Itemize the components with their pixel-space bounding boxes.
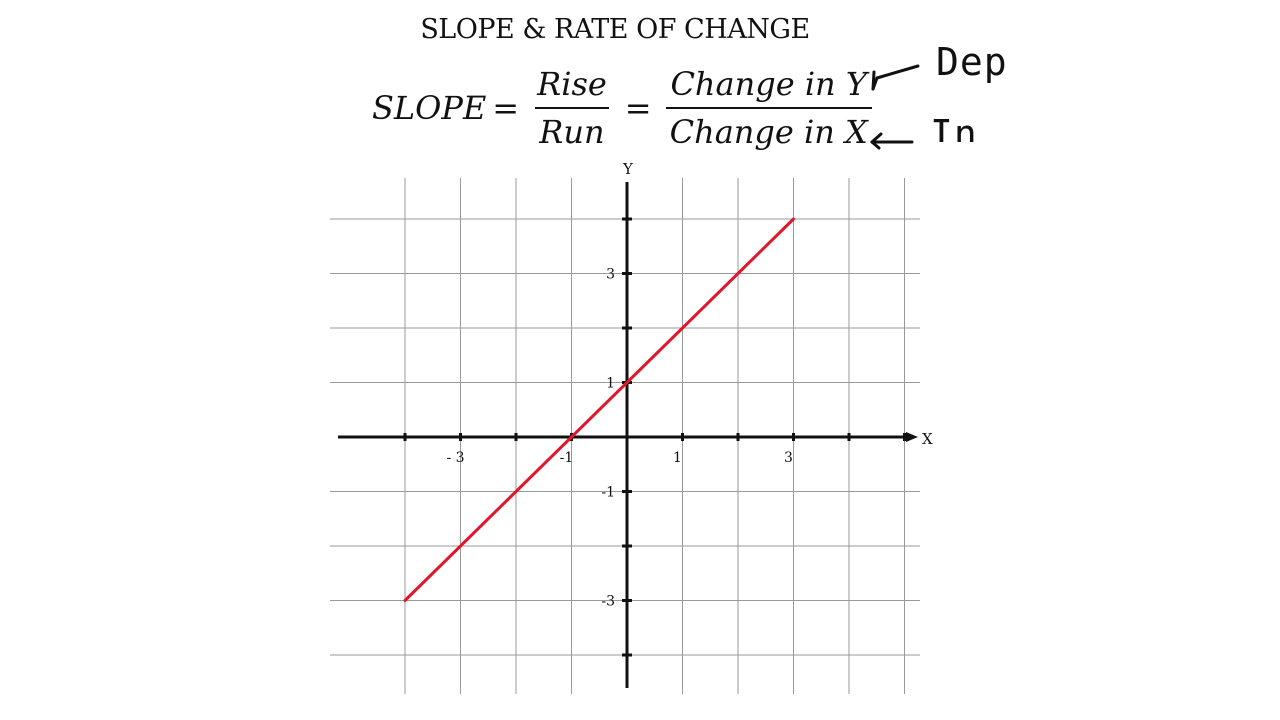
fraction-change-in-y: Change in Y	[670, 65, 867, 103]
y-axis-label: Y	[622, 160, 634, 178]
fraction-run: Run	[535, 107, 609, 151]
x-tick-label: -1	[560, 450, 574, 466]
annotation-independent: In	[930, 112, 978, 156]
x-tick-label: 1	[673, 450, 682, 466]
page-title: SLOPE & RATE OF CHANGE	[420, 14, 810, 45]
y-tick-label: 3	[606, 267, 615, 283]
axes	[338, 182, 918, 688]
rise-over-run-fraction: Rise Run	[533, 65, 611, 151]
fraction-rise: Rise	[537, 65, 607, 103]
data-series	[403, 217, 795, 602]
x-axis-arrow-icon	[906, 432, 918, 442]
equals-sign-2: =	[624, 89, 652, 127]
slope-formula: SLOPE = Rise Run = Change in Y Change in…	[372, 58, 880, 158]
y-tick-label: -3	[601, 594, 615, 610]
equals-sign-1: =	[492, 89, 520, 127]
y-tick-label: -1	[601, 485, 615, 501]
y-tick-label: 1	[606, 376, 615, 392]
axis-ticks	[403, 217, 906, 657]
tick-labels: - 3 -1 1 3 3 1 -1 -3	[446, 267, 793, 610]
x-tick-label: - 3	[446, 450, 464, 466]
x-axis-label: X	[922, 430, 933, 448]
formula-lhs: SLOPE	[372, 89, 487, 127]
annotation-dependent: Dep	[936, 40, 1008, 84]
change-fraction: Change in Y Change in X	[665, 65, 872, 151]
x-tick-label: 3	[784, 450, 793, 466]
fraction-change-in-x: Change in X	[665, 107, 872, 151]
series-line	[403, 217, 795, 602]
